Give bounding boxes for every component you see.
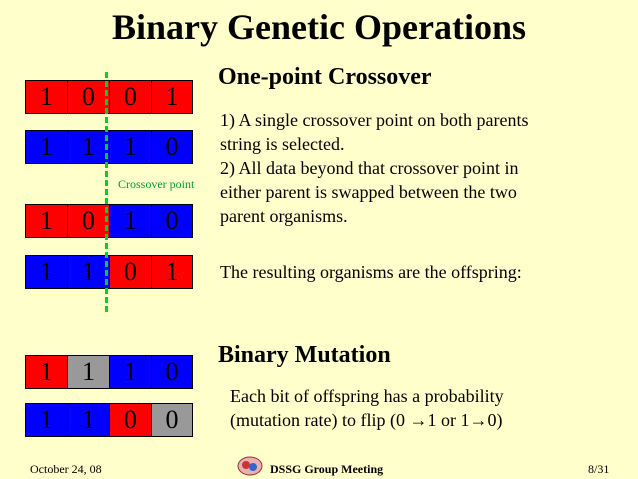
bit-cell: 1: [109, 130, 151, 164]
footer-meeting: DSSG Group Meeting: [270, 462, 384, 476]
mutation-string-2: 1 1 0 0: [25, 403, 193, 437]
slide-title: Binary Genetic Operations: [112, 7, 526, 47]
footer-date: October 24, 08: [30, 462, 102, 476]
bit-cell: 0: [151, 355, 193, 389]
crossover-line: string is selected.: [220, 134, 345, 154]
bit-cell: 1: [25, 130, 67, 164]
bit-cell: 0: [67, 80, 109, 114]
offspring-text: The resulting organisms are the offsprin…: [220, 262, 522, 282]
crossover-line: either parent is swapped between the two: [220, 182, 517, 202]
group-logo-icon: [237, 456, 263, 476]
mutation-heading: Binary Mutation: [218, 342, 391, 368]
mutated-bit-cell: 0: [151, 403, 193, 437]
bit-cell: 1: [25, 403, 67, 437]
bit-cell: 0: [151, 204, 193, 238]
crossover-line: parent organisms.: [220, 206, 348, 226]
bit-cell: 0: [151, 130, 193, 164]
bit-cell: 1: [25, 255, 67, 289]
bit-cell: 1: [151, 80, 193, 114]
crossover-line: 2) All data beyond that crossover point …: [220, 158, 519, 178]
bit-cell: 0: [109, 80, 151, 114]
bit-cell: 0: [67, 204, 109, 238]
mutation-line: Each bit of offspring has a probability: [230, 386, 504, 406]
bit-cell: 1: [109, 355, 151, 389]
parent1-string: 1 0 0 1: [25, 80, 193, 114]
bit-cell: 1: [109, 204, 151, 238]
bit-cell: 1: [25, 204, 67, 238]
footer-page-number: 8/31: [588, 462, 610, 476]
bit-cell: 1: [151, 255, 193, 289]
offspring2-string: 1 1 0 1: [25, 255, 193, 289]
crossover-line: 1) A single crossover point on both pare…: [220, 110, 529, 130]
mutation-description: Each bit of offspring has a probability …: [230, 384, 504, 432]
offspring1-string: 1 0 1 0: [25, 204, 193, 238]
crossover-heading: One-point Crossover: [218, 64, 432, 90]
mutation-string-1: 1 1 1 0: [25, 355, 193, 389]
bit-cell: 1: [25, 80, 67, 114]
bit-cell: 0: [109, 403, 151, 437]
mutation-line: (mutation rate) to flip (0 →1 or 1→0): [230, 410, 503, 430]
parent2-string: 1 1 1 0: [25, 130, 193, 164]
crossover-point-line: [105, 72, 108, 312]
crossover-point-label: Crossover point: [118, 177, 195, 191]
mutated-bit-cell: 1: [67, 355, 109, 389]
bit-cell: 1: [67, 403, 109, 437]
crossover-description: 1) A single crossover point on both pare…: [220, 108, 528, 228]
bit-cell: 1: [25, 355, 67, 389]
bit-cell: 0: [109, 255, 151, 289]
bit-cell: 1: [67, 255, 109, 289]
bit-cell: 1: [67, 130, 109, 164]
